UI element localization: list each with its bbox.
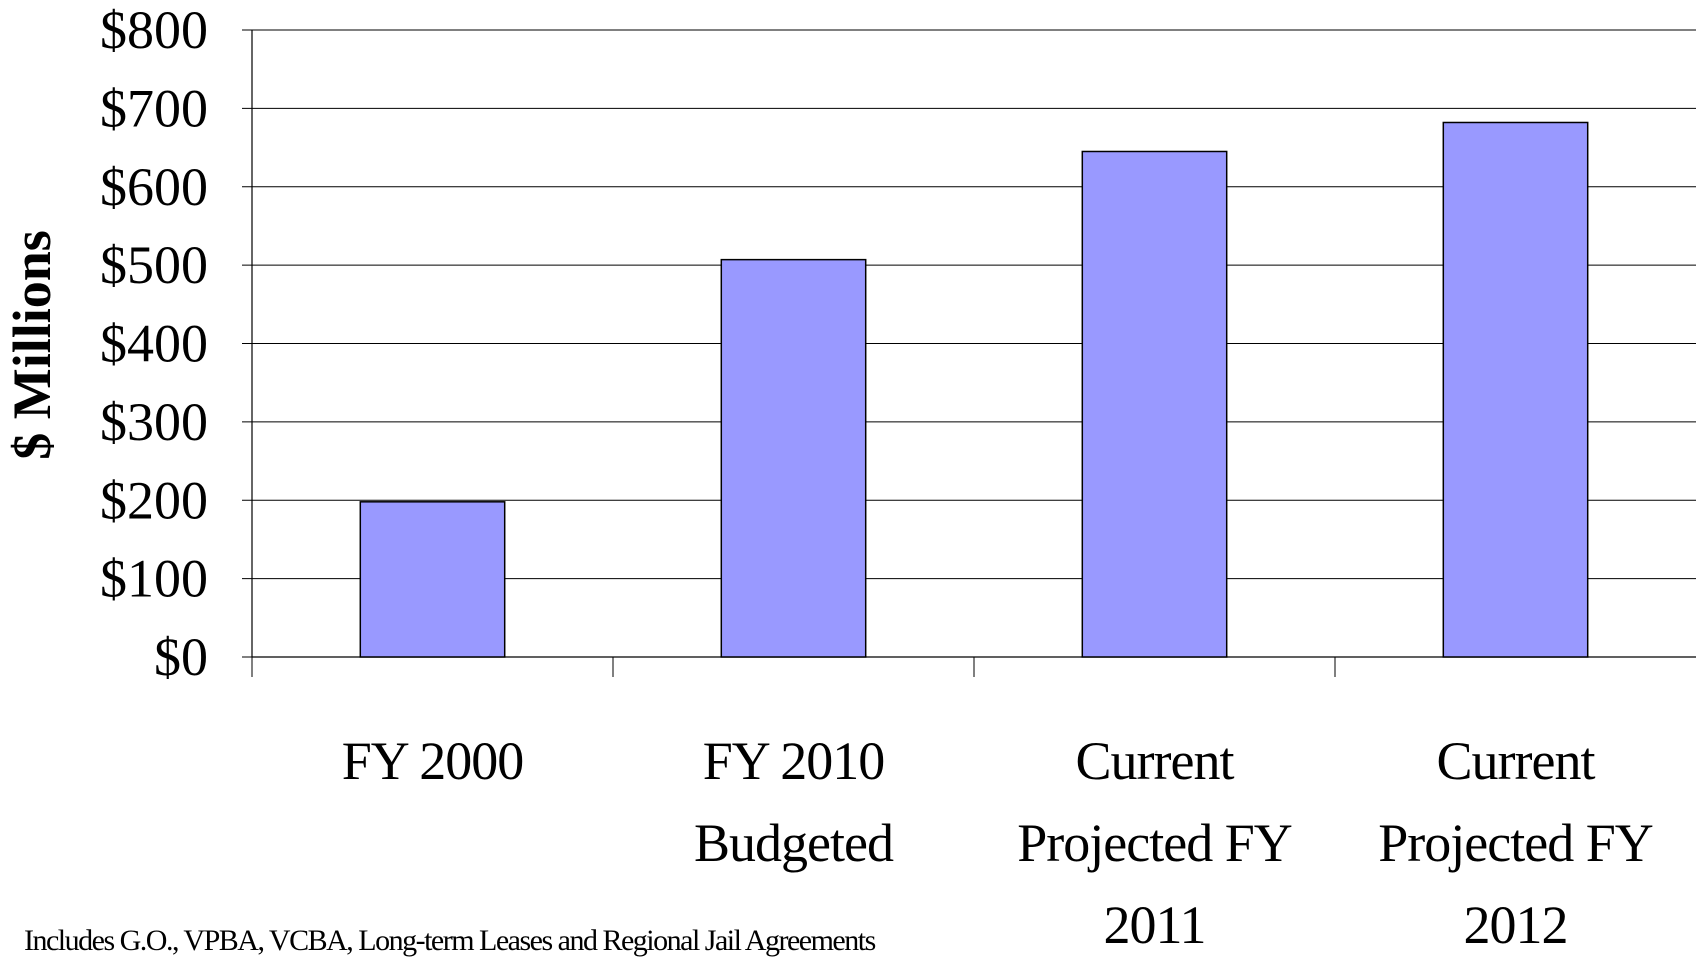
- bar: [1442, 121, 1589, 658]
- bar: [720, 258, 867, 658]
- y-tick-label: $200: [100, 470, 208, 530]
- y-tick-label: $700: [100, 78, 208, 138]
- footnote: Includes G.O., VPBA, VCBA, Long-term Lea…: [24, 924, 876, 957]
- y-tick-label: $600: [100, 157, 208, 217]
- x-tick-label: FY 2010 Budgeted: [694, 731, 894, 873]
- y-tick-label: $300: [100, 392, 208, 452]
- bar: [359, 501, 506, 658]
- y-tick-label: $800: [100, 0, 208, 60]
- x-tick-label: FY 2000: [341, 731, 525, 791]
- x-tick-label: Current Projected FY 2011: [1017, 731, 1292, 955]
- y-tick-label: $100: [100, 549, 208, 609]
- y-tick-label: $500: [100, 235, 208, 295]
- y-tick-label: $0: [154, 627, 208, 687]
- y-axis-label: $ Millions: [2, 230, 62, 460]
- y-tick-label: $400: [100, 314, 208, 374]
- bar: [1081, 150, 1228, 658]
- x-tick-label: Current Projected FY 2012: [1378, 731, 1653, 955]
